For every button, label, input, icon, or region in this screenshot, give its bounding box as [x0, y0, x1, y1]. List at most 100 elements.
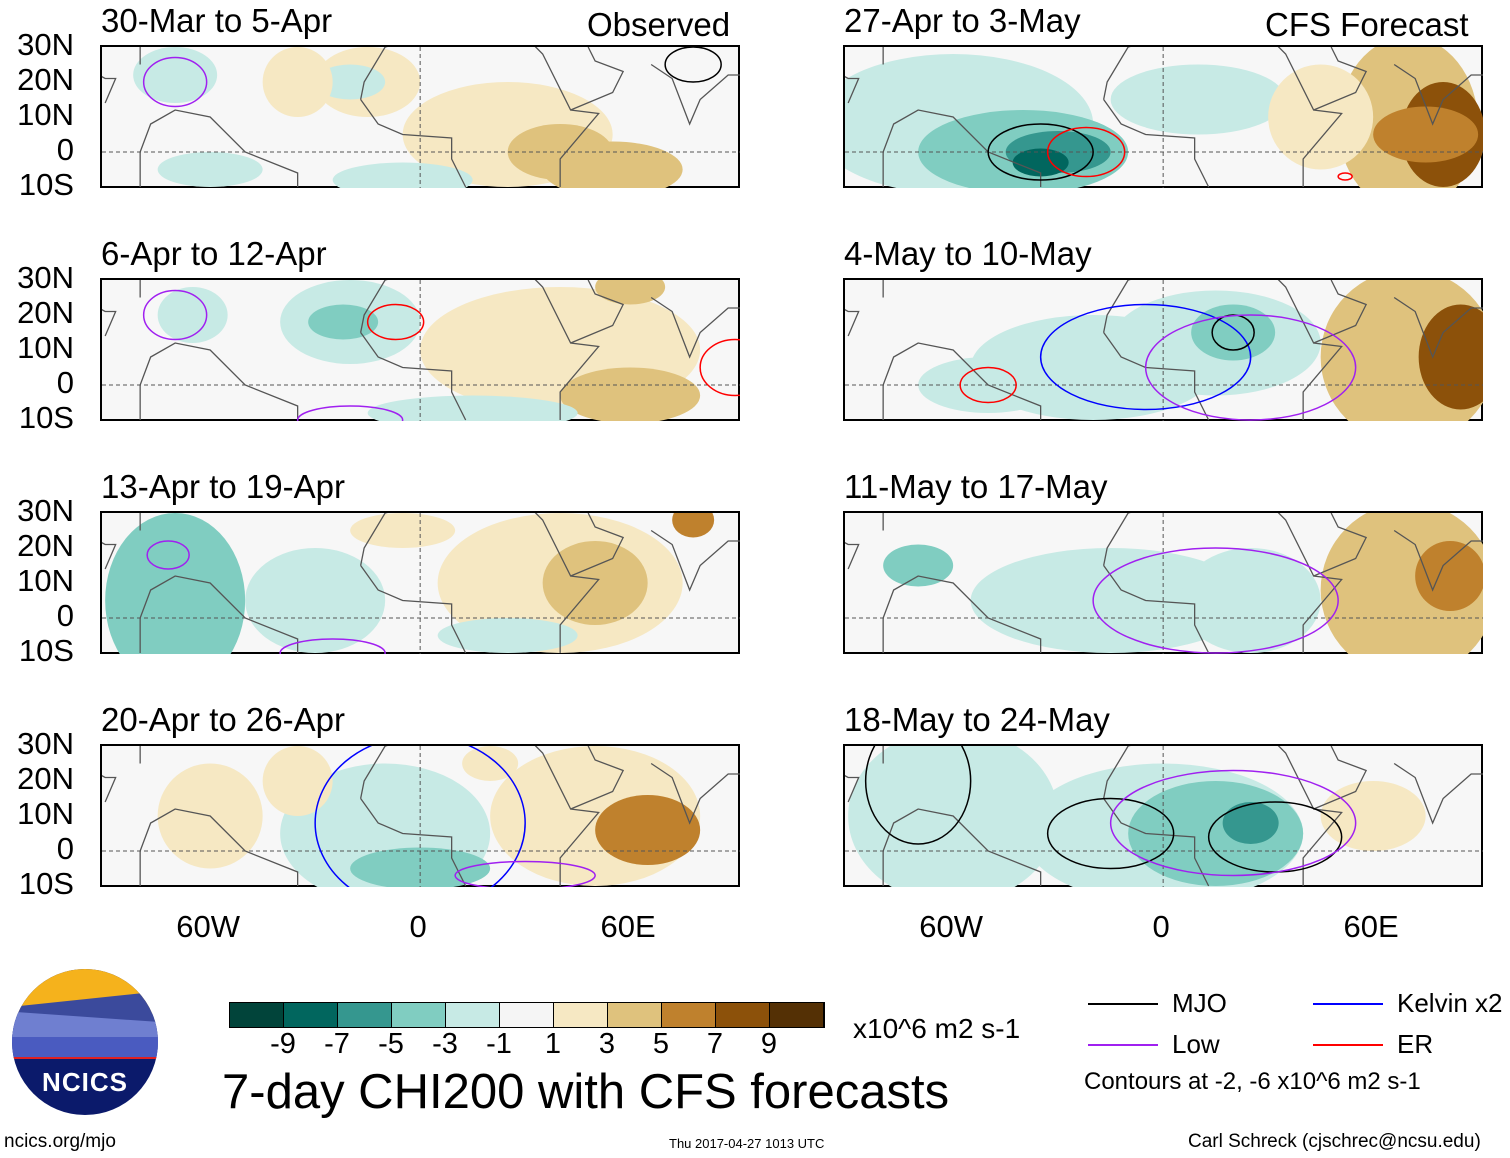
coastline	[139, 808, 299, 886]
lon-label: 0	[1152, 909, 1170, 944]
lat-label: 10S	[18, 633, 74, 668]
panel-title: 30-Mar to 5-Apr	[101, 2, 333, 39]
anomaly-shading	[672, 513, 715, 538]
lat-label: 30N	[17, 493, 74, 528]
coastline	[845, 541, 860, 570]
anomaly-shading	[1418, 304, 1483, 410]
observed-header: Observed	[587, 6, 731, 43]
lon-label: 60W	[919, 909, 984, 944]
coastline	[139, 109, 299, 187]
panel-title: 27-Apr to 3-May	[844, 2, 1081, 39]
colorbar-swatch	[230, 1003, 284, 1027]
site-link[interactable]: ncics.org/mjo	[4, 1131, 116, 1152]
coastline	[845, 308, 860, 337]
panel-title: 20-Apr to 26-Apr	[101, 701, 345, 738]
colorbar-swatch	[554, 1003, 608, 1027]
map-panel	[100, 511, 740, 654]
anomaly-shading	[437, 618, 578, 653]
map-panel	[843, 511, 1483, 654]
legend-line	[1313, 1044, 1383, 1046]
colorbar-swatch	[338, 1003, 392, 1027]
anomaly-shading	[350, 513, 456, 548]
anomaly-shading	[595, 280, 666, 305]
coastline	[360, 746, 600, 886]
contours-note: Contours at -2, -6 x10^6 m2 s-1	[1084, 1068, 1421, 1095]
forecast-header: CFS Forecast	[1265, 6, 1469, 43]
colorbar-tick: 5	[652, 1028, 670, 1060]
coastline	[1103, 798, 1210, 887]
map-panel	[100, 278, 740, 421]
lat-label: 10S	[18, 866, 74, 901]
colorbar-swatch	[716, 1003, 770, 1027]
lat-label: 20N	[17, 528, 74, 563]
anomaly-shading	[133, 47, 218, 103]
filter-contour	[1046, 797, 1175, 870]
lat-label: 10S	[18, 167, 74, 202]
coastline	[1313, 746, 1368, 810]
anomaly-shading	[157, 287, 228, 343]
filter-contour	[142, 56, 208, 108]
anomaly-shading	[560, 367, 701, 421]
anomaly-shading	[262, 746, 333, 816]
legend-line	[1313, 1003, 1383, 1005]
coastline	[570, 47, 625, 111]
anomaly-shading	[1222, 802, 1279, 844]
coastline	[1393, 529, 1483, 592]
filter-contour	[146, 540, 190, 570]
anomaly-shading	[315, 64, 386, 100]
anomaly-shading	[1320, 781, 1426, 851]
coastline	[845, 75, 860, 104]
ncics-logo: NCICS	[12, 969, 158, 1115]
coastline	[1393, 296, 1483, 359]
filter-contour	[699, 338, 740, 397]
coastline	[360, 99, 467, 188]
anomaly-shading	[332, 162, 473, 188]
colorbar-tick: 9	[760, 1028, 778, 1060]
coastline	[650, 762, 740, 825]
coastline	[1103, 280, 1343, 420]
coastline	[1313, 280, 1368, 344]
panel-title: 4-May to 10-May	[844, 235, 1092, 272]
colorbar-tick: -3	[432, 1028, 458, 1060]
lat-label: 30N	[17, 726, 74, 761]
anomaly-shading	[883, 544, 954, 587]
filter-contour	[1046, 126, 1126, 178]
anomaly-shading	[157, 152, 263, 187]
colorbar-tick: -9	[270, 1028, 296, 1060]
lat-label: 30N	[17, 260, 74, 295]
timestamp: Thu 2017-04-27 1013 UTC	[669, 1136, 825, 1151]
lat-label: 0	[56, 598, 74, 633]
legend-label: Kelvin x2	[1397, 988, 1503, 1018]
anomaly-shading	[462, 746, 519, 781]
coastline	[1313, 47, 1368, 111]
lon-label: 60W	[176, 909, 241, 944]
map-panel	[843, 45, 1483, 188]
colorbar-units: x10^6 m2 s-1	[853, 1013, 1021, 1044]
coastline	[570, 513, 625, 577]
panel-title: 18-May to 24-May	[844, 701, 1110, 738]
panel-title: 13-Apr to 19-Apr	[101, 468, 345, 505]
anomaly-shading	[1012, 148, 1069, 177]
coastline	[1103, 47, 1343, 187]
filter-contour	[366, 303, 425, 341]
coastline	[1103, 565, 1210, 654]
lon-label: 0	[409, 909, 427, 944]
coastline	[1103, 99, 1210, 188]
coastline	[882, 342, 1042, 420]
lat-label: 10S	[18, 400, 74, 435]
filter-contour	[142, 289, 208, 341]
filter-contour	[864, 746, 972, 845]
legend-line	[1088, 1044, 1158, 1046]
colorbar-swatch	[284, 1003, 338, 1027]
coastline	[650, 63, 740, 126]
coastline	[845, 774, 860, 803]
panel-title: 11-May to 17-May	[844, 468, 1108, 505]
lon-label: 60E	[600, 909, 656, 944]
lat-label: 10N	[17, 330, 74, 365]
anomaly-shading	[970, 548, 1251, 653]
map-panel	[843, 278, 1483, 421]
colorbar-tick: 7	[706, 1028, 724, 1060]
filter-contour	[1109, 769, 1357, 877]
colorbar-swatch	[500, 1003, 554, 1027]
lat-label: 10N	[17, 97, 74, 132]
